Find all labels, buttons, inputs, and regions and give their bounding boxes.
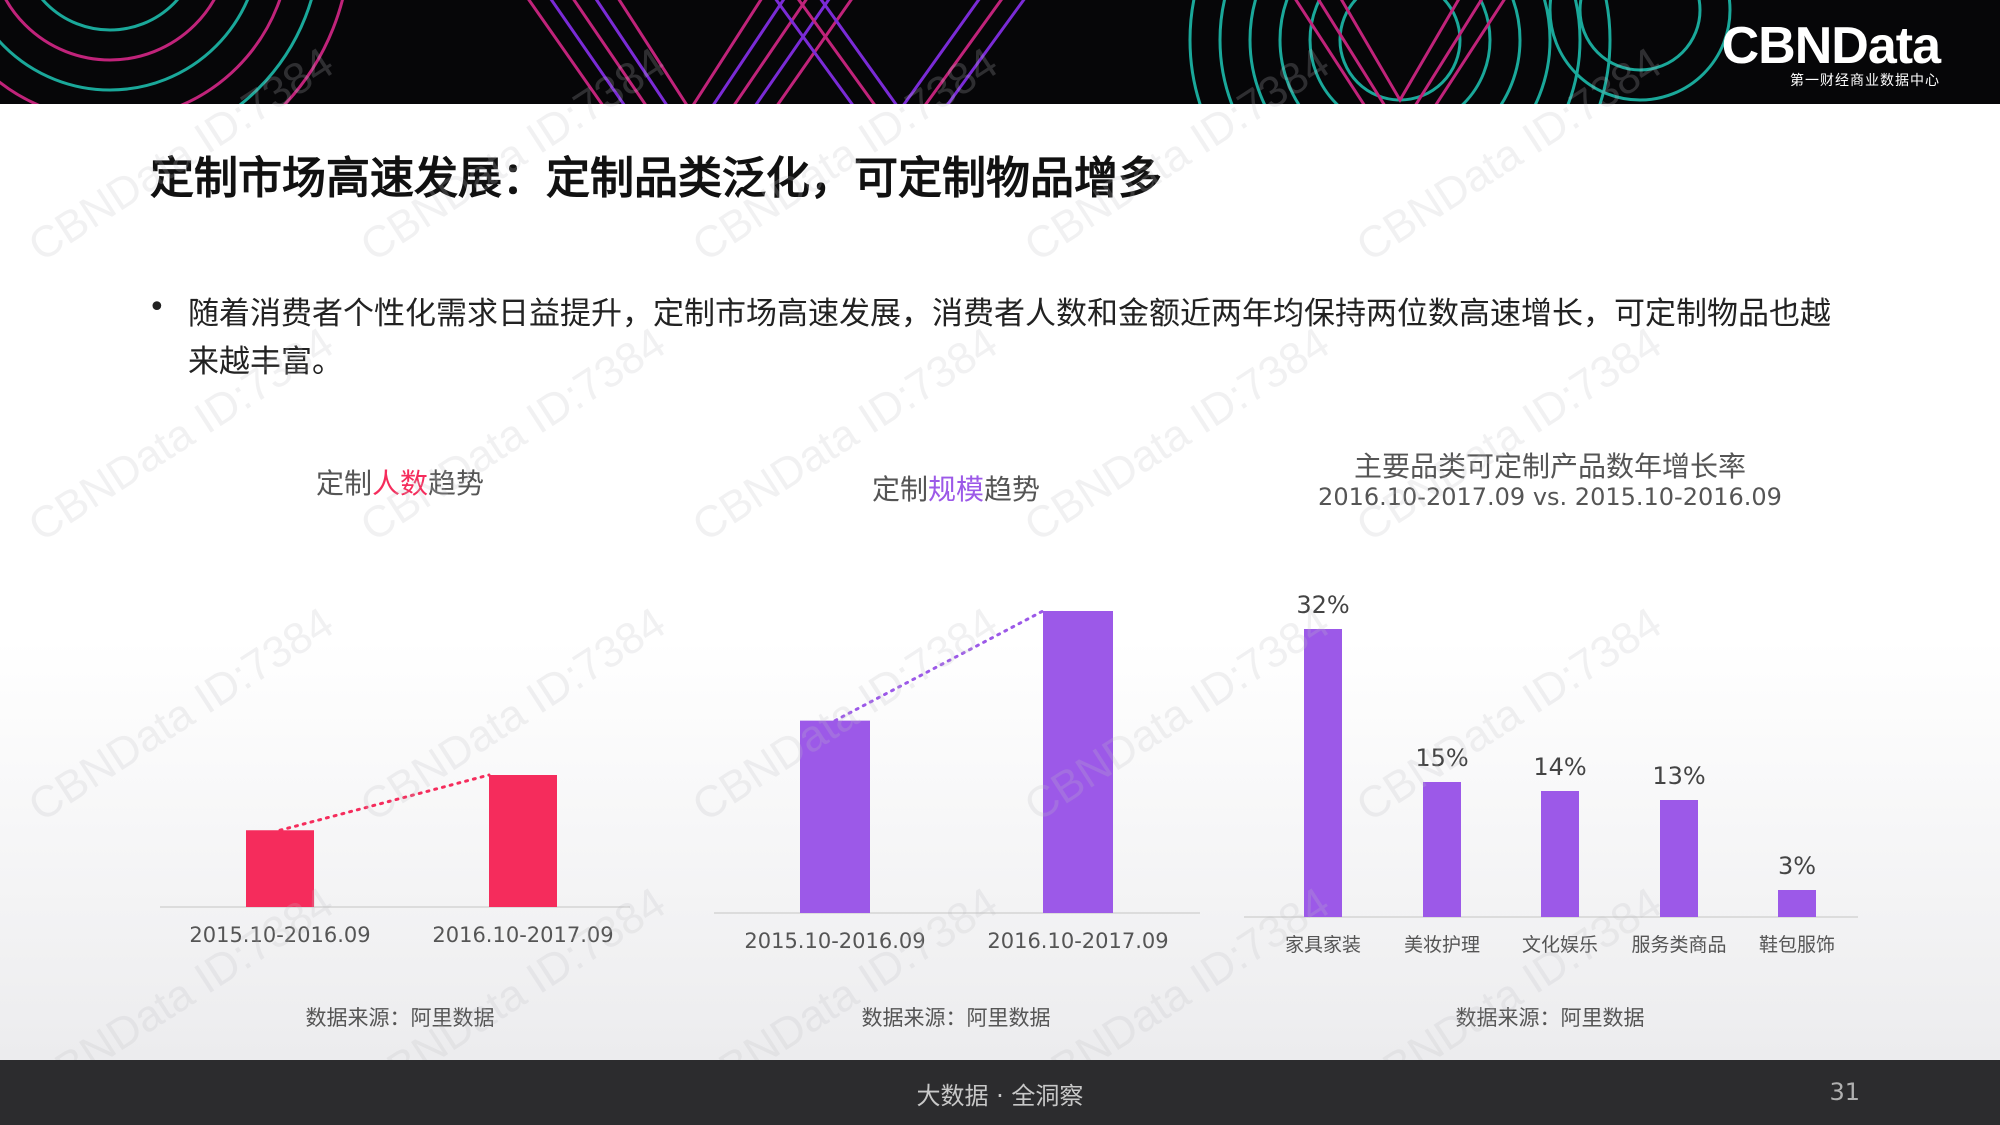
logo-subtitle: 第一财经商业数据中心: [1790, 73, 1940, 89]
growth-x-tick-label: 服务类商品: [1631, 934, 1726, 956]
people-title-suffix: 趋势: [428, 467, 485, 500]
scale-trend-line: [833, 609, 1045, 723]
scale-x-tick-label: 2016.10-2017.09: [987, 929, 1168, 953]
people-x-tick-label: 2016.10-2017.09: [432, 923, 613, 947]
header-banner: CBNData 第一财经商业数据中心: [0, 0, 2000, 104]
people-bar: [246, 830, 314, 907]
people-bar-chart: 2015.10-2016.09 2016.10-2017.09: [160, 773, 630, 947]
growth-x-tick-label: 文化娱乐: [1522, 934, 1598, 956]
growth-bar: [1304, 629, 1342, 917]
footer-bar: 大数据 · 全洞察 31: [0, 1060, 2000, 1125]
growth-data-label: 14%: [1533, 753, 1586, 781]
logo-text: CBNData: [1721, 17, 1941, 75]
growth-chart-title: 主要品类可定制产品数年增长率: [1353, 450, 1746, 483]
people-x-tick-label: 2015.10-2016.09: [189, 923, 370, 947]
scale-x-tick-label: 2015.10-2016.09: [744, 929, 925, 953]
page-number: 31: [1829, 1078, 1860, 1106]
growth-bar-chart: 32% 家具家装 15% 美妆护理 14% 文化娱乐 13% 服务类商品 3% 鞋包服饰: [1244, 591, 1858, 956]
people-title-prefix: 定制: [315, 467, 372, 500]
bullet-dot: •: [148, 290, 166, 325]
scale-chart-title: 定制规模趋势: [716, 468, 1196, 508]
people-bar: [489, 775, 557, 907]
scale-chart-source: 数据来源：阿里数据: [861, 1006, 1051, 1030]
scale-title-highlight: 规模: [927, 473, 984, 506]
people-trend-line: [278, 773, 491, 832]
growth-bar: [1660, 800, 1698, 917]
scale-bar: [1043, 611, 1113, 913]
people-title-highlight: 人数: [371, 467, 428, 500]
growth-chart-subtitle: 2016.10-2017.09 vs. 2015.10-2016.09: [1318, 483, 1782, 511]
growth-x-tick-label: 家具家装: [1285, 934, 1361, 956]
scale-title-suffix: 趋势: [984, 473, 1041, 506]
bullet-text: 随着消费者个性化需求日益提升，定制市场高速发展，消费者人数和金额近两年均保持两位…: [188, 296, 1831, 380]
scale-bar-chart: 2015.10-2016.09 2016.10-2017.09: [714, 609, 1200, 953]
growth-x-tick-label: 鞋包服饰: [1759, 934, 1835, 956]
people-chart-source: 数据来源：阿里数据: [305, 1006, 495, 1030]
growth-bar: [1541, 791, 1579, 917]
cbndata-logo: CBNData 第一财经商业数据中心: [1721, 17, 1941, 90]
growth-x-tick-label: 美妆护理: [1404, 934, 1480, 956]
growth-chart-source: 数据来源：阿里数据: [1455, 1006, 1645, 1030]
scale-bar: [800, 720, 870, 913]
growth-bar: [1423, 782, 1461, 917]
growth-bar: [1778, 890, 1816, 917]
page-title: 定制市场高速发展：定制品类泛化，可定制物品增多: [150, 153, 1162, 204]
growth-data-label: 3%: [1778, 852, 1816, 880]
footer-slogan: 大数据 · 全洞察: [916, 1082, 1084, 1110]
people-chart-title: 定制人数趋势: [160, 462, 640, 502]
growth-data-label: 32%: [1296, 591, 1349, 619]
growth-data-label: 13%: [1652, 762, 1705, 790]
growth-data-label: 15%: [1415, 744, 1468, 772]
decorative-pattern: [0, 0, 1732, 104]
scale-title-prefix: 定制: [871, 473, 928, 506]
